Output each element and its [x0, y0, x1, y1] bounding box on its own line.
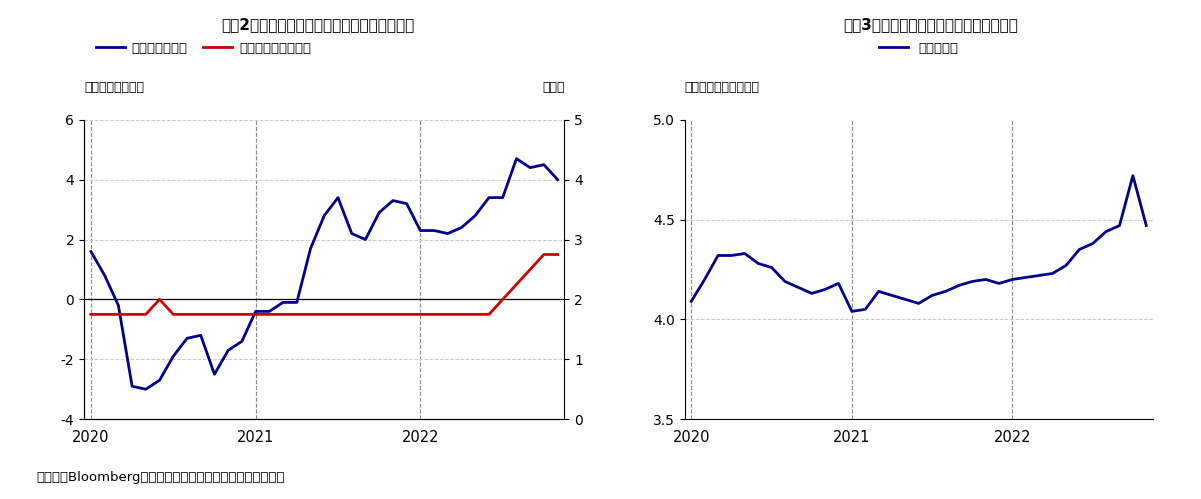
Legend: 為替レート: 為替レート: [873, 36, 964, 60]
Text: 『図2　マレーシアの物価と政策金利の推移』: 『図2 マレーシアの物価と政策金利の推移』: [222, 17, 414, 32]
Text: （％）: （％）: [542, 81, 564, 94]
Text: （出所）Bloombergより住友商事グローバルリサーチ作成。: （出所）Bloombergより住友商事グローバルリサーチ作成。: [36, 471, 285, 484]
Text: （ドル・リンギット）: （ドル・リンギット）: [685, 81, 759, 94]
Text: 『図3　マレーシア・リンギットの推移』: 『図3 マレーシア・リンギットの推移』: [843, 17, 1018, 32]
Legend: 消費者物価指数, 政策金利（目盛右）: 消費者物価指数, 政策金利（目盛右）: [90, 36, 316, 60]
Text: （前年同月比％）: （前年同月比％）: [84, 81, 144, 94]
